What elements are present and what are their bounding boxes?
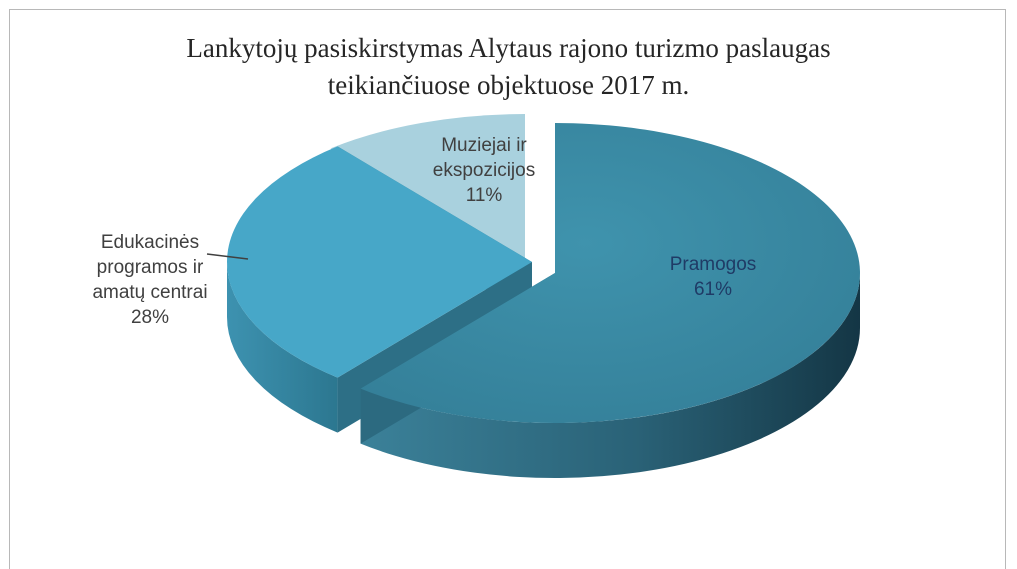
label-muziejai: Muziejai ir ekspozicijos 11% — [433, 135, 535, 206]
label-edukacines-line: programos ir — [97, 257, 204, 278]
label-pramogos-line: 61% — [694, 279, 732, 300]
label-edukacines-line: amatų centrai — [92, 282, 207, 303]
slice-muziejai-top — [330, 114, 525, 264]
label-edukacines-line: Edukacinės — [101, 232, 199, 253]
pie-slices — [227, 114, 860, 478]
label-pramogos: Pramogos 61% — [670, 254, 757, 300]
label-muziejai-line: ekspozicijos — [433, 160, 535, 181]
chart-title-line-2: teikiančiuose objektuose 2017 m. — [327, 70, 690, 100]
slice-pramogos-side — [360, 273, 860, 478]
label-pramogos-line: Pramogos — [670, 254, 757, 275]
label-edukacines-line: 28% — [131, 307, 169, 328]
chart-title: Lankytojų pasiskirstymas Alytaus rajono … — [0, 30, 1017, 104]
slice-edukacines-programos-side — [227, 262, 338, 433]
slice-edukacines-programos-top — [227, 146, 533, 378]
pie-labels: Pramogos 61% Edukacinės programos ir amatų c… — [92, 135, 756, 328]
slice-pramogos-top — [360, 123, 860, 423]
label-edukacines: Edukacinės programos ir amatų centrai 28% — [92, 232, 207, 328]
slice-pramogos — [360, 123, 860, 478]
label-muziejai-line: Muziejai ir — [441, 135, 527, 156]
slice-muziejai — [330, 114, 525, 264]
leader-line-edukacines — [206, 253, 249, 260]
label-muziejai-line: 11% — [466, 185, 503, 206]
chart-title-line-1: Lankytojų pasiskirstymas Alytaus rajono … — [186, 33, 831, 63]
